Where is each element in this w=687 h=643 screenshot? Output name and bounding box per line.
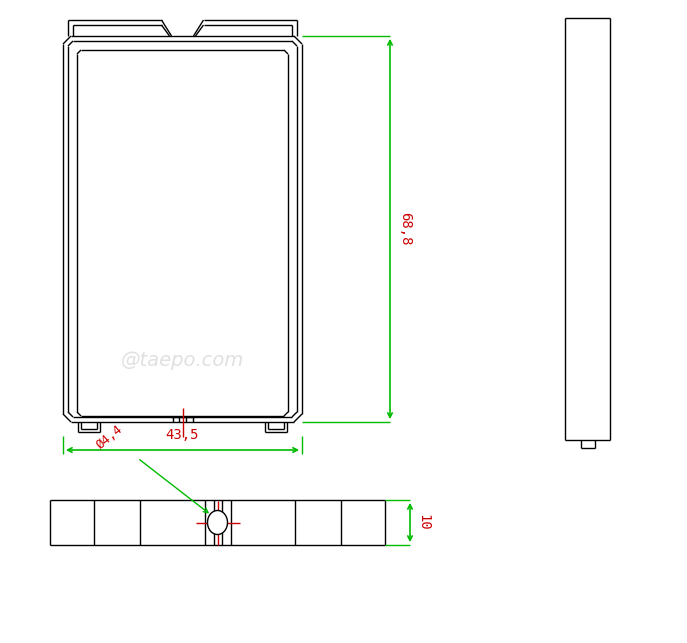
Text: @taepo.com: @taepo.com <box>121 350 244 370</box>
Ellipse shape <box>207 511 227 534</box>
Text: 10: 10 <box>416 514 430 531</box>
Text: 43,5: 43,5 <box>166 428 199 442</box>
Text: Ø4,4: Ø4,4 <box>94 422 126 452</box>
Text: 68,8: 68,8 <box>398 212 412 246</box>
